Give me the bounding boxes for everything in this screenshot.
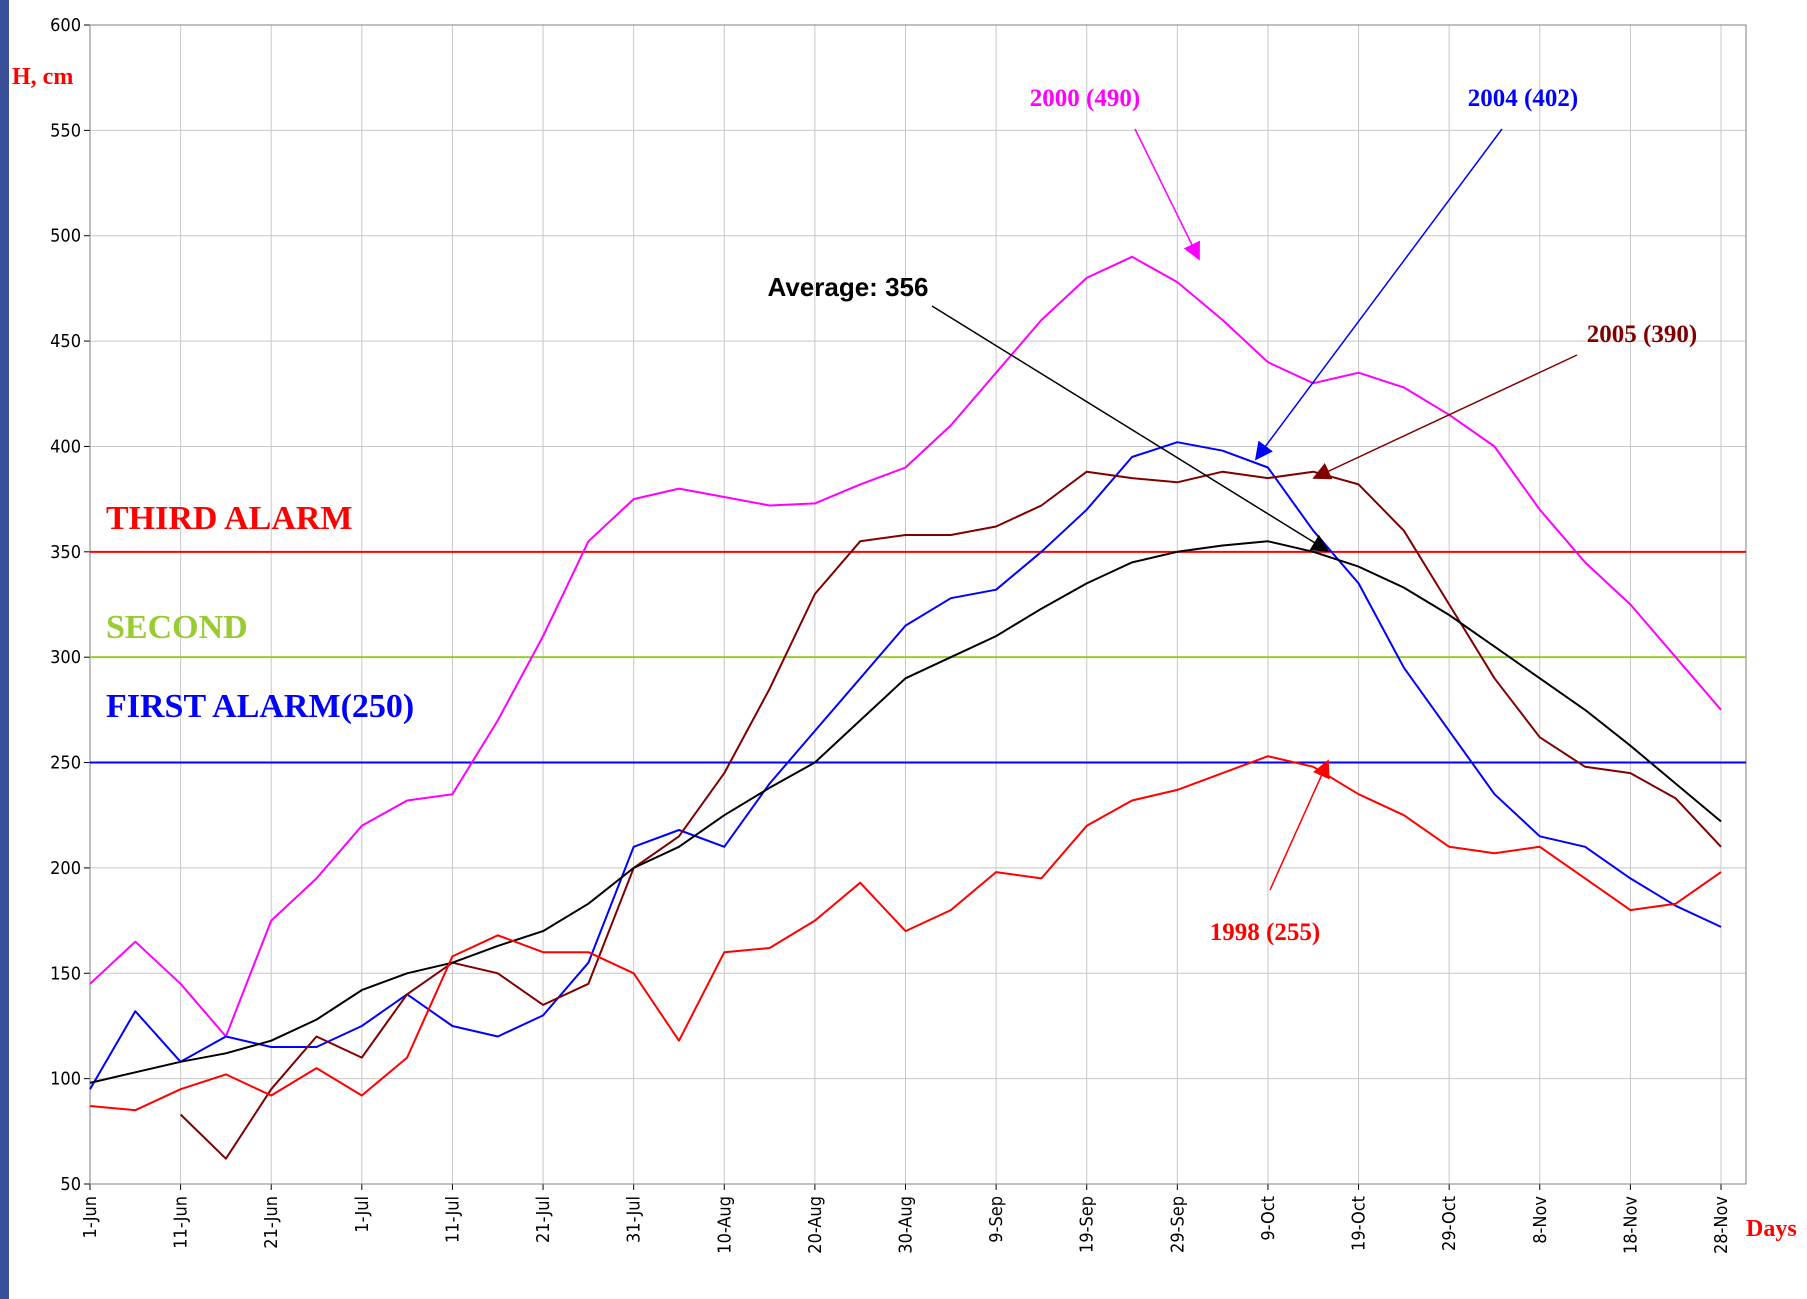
x-tick-label: 28-Nov: [1711, 1196, 1732, 1254]
y-tick-label: 100: [50, 1069, 81, 1090]
x-tick-label: 30-Aug: [896, 1196, 917, 1254]
annotation-label: 2005 (390): [1587, 321, 1697, 348]
x-axis-label: Days: [1746, 1216, 1797, 1242]
annotation-arrow: [1269, 759, 1330, 891]
x-tick-label: 29-Oct: [1439, 1196, 1460, 1251]
x-tick-label: 1-Jul: [352, 1196, 373, 1233]
x-tick-label: 11-Jun: [171, 1196, 192, 1249]
y-tick-label: 400: [50, 436, 81, 457]
plot-frame: [89, 24, 1747, 1185]
x-tick-label: 9-Oct: [1258, 1196, 1279, 1241]
y-axis-label: H, cm: [12, 64, 73, 90]
y-tick-label: 550: [50, 120, 81, 141]
x-tick-label: 31-Jul: [624, 1196, 645, 1243]
x-tick-label: 19-Sep: [1077, 1196, 1098, 1253]
series-line: [89, 441, 1722, 1090]
x-tick-label: 10-Aug: [714, 1196, 735, 1254]
y-tick-label: 150: [50, 963, 81, 984]
series-line: [89, 755, 1722, 1112]
x-tick-label: 9-Sep: [986, 1196, 1007, 1243]
threshold-label: THIRD ALARM: [106, 500, 353, 537]
y-tick-label: 200: [50, 858, 81, 879]
annotation-arrow: [1134, 128, 1200, 261]
annotation-arrow: [931, 305, 1330, 552]
y-tick-label: 350: [50, 542, 81, 563]
series-line: [89, 540, 1722, 1084]
y-tick-label: 500: [50, 226, 81, 247]
y-tick-label: 300: [50, 647, 81, 668]
x-tick-label: 21-Jun: [261, 1196, 282, 1249]
y-tick-label: 50: [60, 1174, 81, 1195]
x-tick-label: 1-Jun: [80, 1196, 101, 1238]
x-tick-label: 29-Sep: [1167, 1196, 1188, 1253]
x-tick-label: 19-Oct: [1349, 1196, 1370, 1251]
annotation-label: 2000 (490): [1030, 85, 1140, 112]
series-line: [179, 470, 1722, 1160]
x-tick-label: 8-Nov: [1530, 1196, 1551, 1244]
slide-edge: [0, 0, 9, 1299]
x-tick-label: 20-Aug: [805, 1196, 826, 1254]
threshold-label: SECOND: [106, 609, 248, 646]
annotation-label: Average: 356: [768, 272, 929, 302]
y-tick-label: 450: [50, 331, 81, 352]
annotation-label: 1998 (255): [1210, 919, 1320, 946]
y-tick-label: 250: [50, 753, 81, 774]
y-tick-label: 600: [50, 15, 81, 36]
x-tick-label: 21-Jul: [533, 1196, 554, 1243]
x-tick-label: 11-Jul: [442, 1196, 463, 1243]
annotation-label: 2004 (402): [1468, 85, 1578, 112]
annotation-arrow: [1312, 354, 1578, 480]
x-tick-label: 18-Nov: [1620, 1196, 1641, 1254]
annotation-arrow: [1254, 128, 1503, 461]
threshold-label: FIRST ALARM(250): [106, 688, 414, 725]
